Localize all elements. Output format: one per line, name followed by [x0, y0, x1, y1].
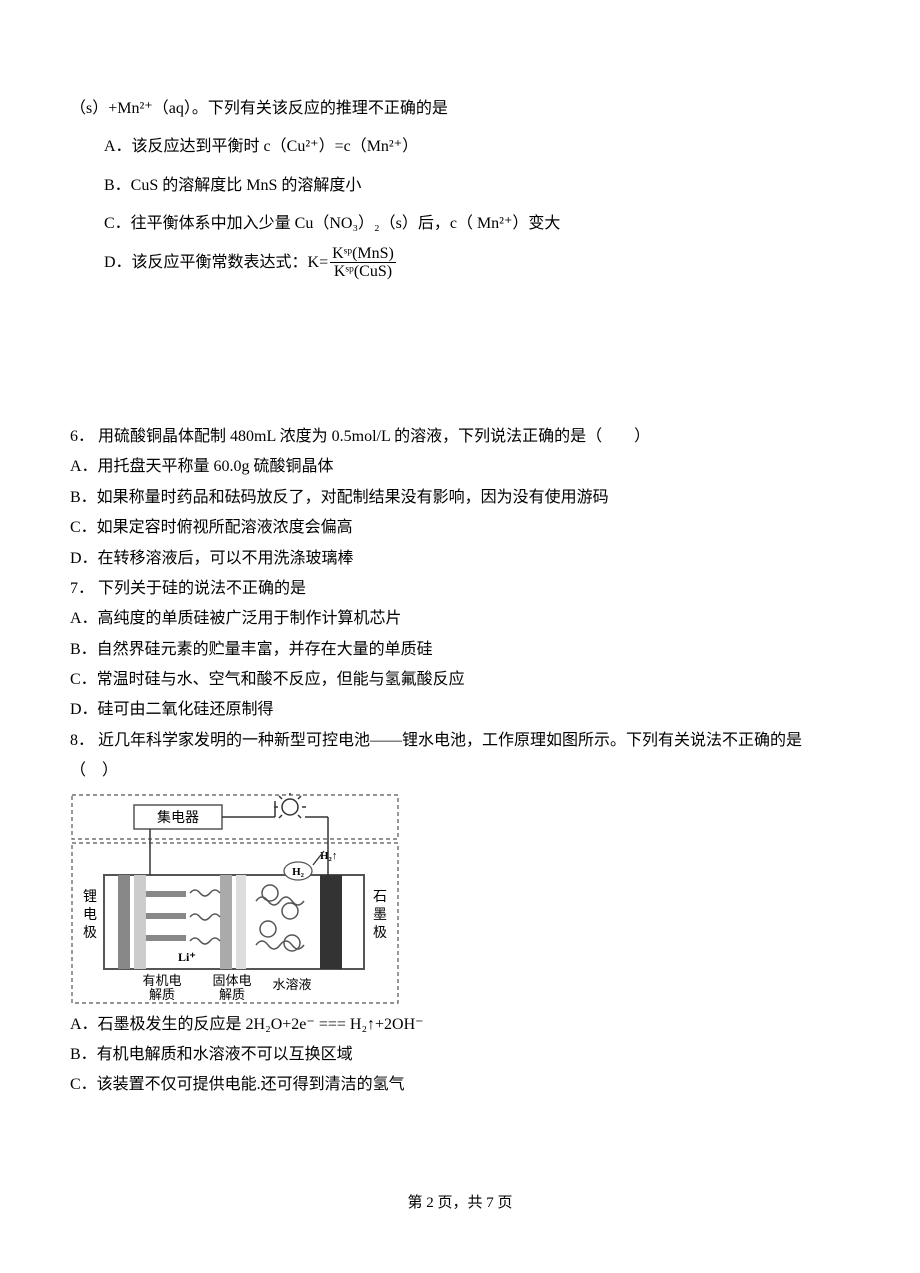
q8-B: B．有机电解质和水溶液不可以互换区域 — [70, 1040, 850, 1070]
q7-D: D．硅可由二氧化硅还原制得 — [70, 695, 850, 725]
q8-C: C．该装置不仅可提供电能.还可得到清洁的氢气 — [70, 1070, 850, 1100]
label-collector: 集电器 — [157, 809, 199, 826]
battery-diagram: 集电器 锂 电 — [70, 793, 850, 1008]
questions-block: 6． 用硫酸铜晶体配制 480mL 浓度为 0.5mol/L 的溶液，下列说法正… — [70, 422, 850, 1101]
q5-D: D．该反应平衡常数表达式：K=Kˢᵖ(MnS)Kˢᵖ(CuS) — [70, 244, 850, 282]
frac-num: Kˢᵖ(MnS) — [330, 245, 396, 264]
q8-A-text: A．石墨极发生的反应是 2H₂O+2e⁻ === H₂↑+2OH⁻ — [70, 1016, 424, 1033]
q5-D-pre: D．该反应平衡常数表达式：K= — [104, 254, 328, 271]
label-h2: H₂ — [292, 866, 305, 878]
q7-D-text: D．硅可由二氧化硅还原制得 — [70, 701, 274, 718]
q5-B-text: B．CuS 的溶解度比 MnS 的溶解度小 — [104, 177, 361, 194]
q7-stem: 7． 下列关于硅的说法不正确的是 — [70, 574, 850, 604]
label-li-1: 锂 — [83, 889, 97, 905]
label-organic-2: 解质 — [149, 987, 175, 1002]
label-gr-3: 极 — [373, 925, 387, 941]
q5-cont: （s）+Mn²⁺（aq）。下列有关该反应的推理不正确的是 — [70, 90, 850, 128]
label-organic-1: 有机电 — [142, 973, 181, 988]
q7-B: B．自然界硅元素的贮量丰富，并存在大量的单质硅 — [70, 635, 850, 665]
q7-C-text: C．常温时硅与水、空气和酸不反应，但能与氢氟酸反应 — [70, 671, 465, 688]
label-solid-1: 固体电 — [212, 973, 251, 988]
bulb-icon — [274, 793, 306, 818]
q6-A: A．用托盘天平称量 60.0g 硫酸铜晶体 — [70, 452, 850, 482]
label-li-ion: Li⁺ — [178, 950, 196, 964]
spacer — [70, 282, 850, 422]
q6-B-text: B．如果称量时药品和砝码放反了，对配制结果没有影响，因为没有使用游码 — [70, 489, 609, 506]
label-solid-2: 解质 — [219, 987, 245, 1002]
q7-stem-text: 7． 下列关于硅的说法不正确的是 — [70, 580, 306, 597]
q8-C-text: C．该装置不仅可提供电能.还可得到清洁的氢气 — [70, 1076, 405, 1093]
q8-stem: 8． 近几年科学家发明的一种新型可控电池——锂水电池，工作原理如图所示。下列有关… — [70, 726, 850, 787]
q6-D-text: D．在转移溶液后，可以不用洗涤玻璃棒 — [70, 550, 354, 567]
label-li-2: 电 — [83, 907, 97, 923]
q7-B-text: B．自然界硅元素的贮量丰富，并存在大量的单质硅 — [70, 641, 433, 658]
q7-A-text: A．高纯度的单质硅被广泛用于制作计算机芯片 — [70, 610, 402, 627]
label-gr-1: 石 — [373, 890, 387, 905]
q5-C-text: C．往平衡体系中加入少量 Cu（NO₃）₂（s）后，c（ Mn²⁺）变大 — [104, 215, 560, 232]
label-li-3: 极 — [83, 925, 97, 941]
q6-stem-text: 6． 用硫酸铜晶体配制 480mL 浓度为 0.5mol/L 的溶液，下列说法正… — [70, 428, 650, 445]
frac-den: Kˢᵖ(CuS) — [330, 263, 396, 281]
q8-A: A．石墨极发生的反应是 2H₂O+2e⁻ === H₂↑+2OH⁻ — [70, 1010, 850, 1040]
q6-A-text: A．用托盘天平称量 60.0g 硫酸铜晶体 — [70, 458, 334, 475]
q8-B-text: B．有机电解质和水溶液不可以互换区域 — [70, 1046, 353, 1063]
battery-svg: 集电器 锂 电 — [70, 793, 400, 1008]
q8-close-paren: ） — [102, 762, 118, 779]
q6-B: B．如果称量时药品和砝码放反了，对配制结果没有影响，因为没有使用游码 — [70, 483, 850, 513]
fraction: Kˢᵖ(MnS)Kˢᵖ(CuS) — [330, 245, 396, 281]
q6-stem: 6． 用硫酸铜晶体配制 480mL 浓度为 0.5mol/L 的溶液，下列说法正… — [70, 422, 850, 452]
q8-stem-text: 8． 近几年科学家发明的一种新型可控电池——锂水电池，工作原理如图所示。下列有关… — [70, 732, 802, 779]
q5-A: A．该反应达到平衡时 c（Cu²⁺）=c（Mn²⁺） — [70, 128, 850, 166]
label-gr-2: 墨 — [373, 908, 387, 923]
q6-D: D．在转移溶液后，可以不用洗涤玻璃棒 — [70, 544, 850, 574]
q5-B: B．CuS 的溶解度比 MnS 的溶解度小 — [70, 167, 850, 205]
q7-C: C．常温时硅与水、空气和酸不反应，但能与氢氟酸反应 — [70, 665, 850, 695]
q7-A: A．高纯度的单质硅被广泛用于制作计算机芯片 — [70, 604, 850, 634]
q5-cont-text: （s）+Mn²⁺（aq）。下列有关该反应的推理不正确的是 — [70, 100, 448, 117]
label-aqueous: 水溶液 — [272, 977, 311, 992]
q5-A-text: A．该反应达到平衡时 c（Cu²⁺）=c（Mn²⁺） — [104, 138, 418, 155]
q6-C: C．如果定容时俯视所配溶液浓度会偏高 — [70, 513, 850, 543]
page-footer: 第 2 页，共 7 页 — [70, 1191, 850, 1212]
q5-C: C．往平衡体系中加入少量 Cu（NO₃）₂（s）后，c（ Mn²⁺）变大 — [70, 205, 850, 243]
footer-text: 第 2 页，共 7 页 — [407, 1195, 512, 1211]
q6-C-text: C．如果定容时俯视所配溶液浓度会偏高 — [70, 519, 353, 536]
